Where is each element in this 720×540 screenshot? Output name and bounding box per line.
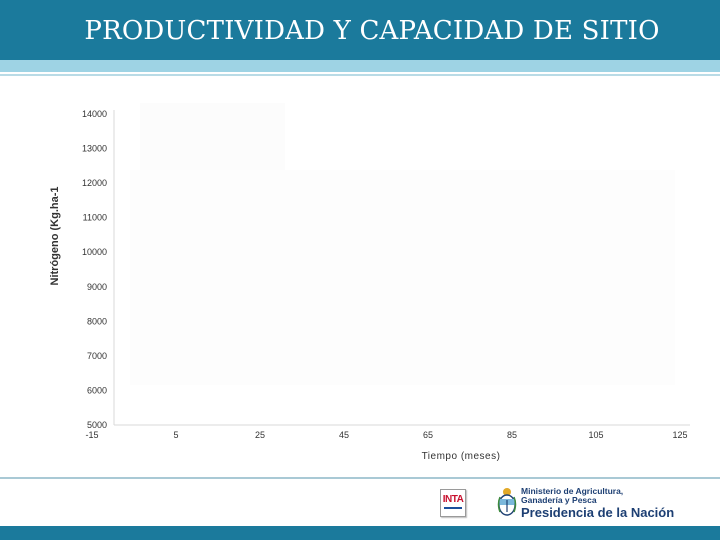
y-tick-label: 13000 [82, 144, 107, 154]
ministry-label: Ministerio de Agricultura, Ganadería y P… [521, 486, 624, 505]
footer-divider [0, 477, 720, 479]
inta-logo-text: INTA [442, 494, 464, 505]
x-tick-label: 65 [423, 430, 433, 440]
header-divider [0, 74, 720, 76]
inta-logo: INTA [440, 489, 466, 517]
plot-area-shade [130, 170, 675, 385]
x-tick-label: -15 [85, 430, 98, 440]
y-tick-label: 8000 [87, 316, 107, 326]
x-tick-label: 45 [339, 430, 349, 440]
x-tick-label: 85 [507, 430, 517, 440]
y-tick-label: 10000 [82, 247, 107, 257]
y-tick-label: 11000 [83, 213, 107, 223]
y-tick-label: 6000 [87, 385, 107, 395]
y-tick-label: 7000 [87, 351, 107, 361]
y-tick-label: 9000 [87, 282, 107, 292]
x-axis-label: Tiempo (meses) [422, 451, 501, 462]
y-tick-label: 14000 [82, 109, 107, 119]
slide-title: PRODUCTIVIDAD Y CAPACIDAD DE SITIO [84, 16, 660, 46]
x-tick-label: 105 [588, 430, 603, 440]
nitrogen-chart: 14000 13000 12000 11000 10000 9000 8000 7000 600… [49, 103, 690, 462]
y-axis-label: Nitrógeno (Kg.ha-1 [49, 187, 61, 286]
presidencia-label: Presidencia de la Nación [521, 505, 675, 520]
x-tick-label: 25 [255, 430, 265, 440]
x-tick-label: 5 [173, 430, 178, 440]
header-accent-stripe [0, 60, 720, 72]
y-tick-label: 5000 [87, 420, 107, 430]
x-tick-label: 125 [672, 430, 687, 440]
footer-bar [0, 526, 720, 540]
y-tick-label: 12000 [82, 178, 107, 188]
argentina-coat-of-arms-icon [497, 488, 517, 516]
title-bar: PRODUCTIVIDAD Y CAPACIDAD DE SITIO [0, 0, 720, 60]
